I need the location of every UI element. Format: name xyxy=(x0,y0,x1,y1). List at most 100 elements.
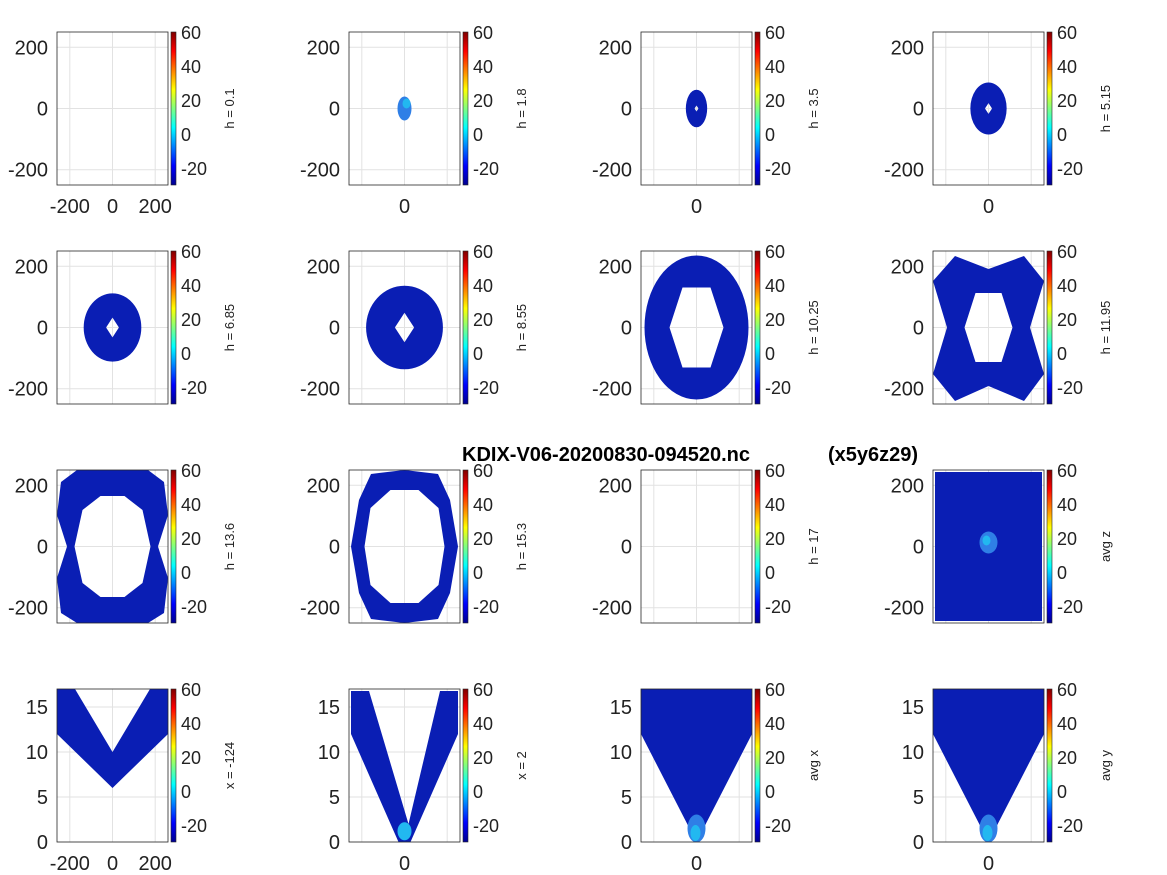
y-tick-label: 200 xyxy=(15,37,48,59)
y-tick-label: 15 xyxy=(318,697,340,719)
colorbar-tick-label: 0 xyxy=(1057,782,1067,802)
colorbar-tick-label: 60 xyxy=(765,242,785,262)
y-tick-label: 200 xyxy=(307,475,340,497)
echo-core xyxy=(982,825,993,841)
colorbar-tick-label: 40 xyxy=(181,714,201,734)
colorbar-frame xyxy=(1046,688,1053,843)
panel-label: h = 3.5 xyxy=(806,88,821,128)
y-tick-label: 200 xyxy=(307,37,340,59)
colorbar-tick-label: 20 xyxy=(765,310,785,330)
echo-section xyxy=(351,691,458,842)
y-tick-label: 0 xyxy=(37,99,48,121)
colorbar xyxy=(1047,689,1052,842)
panel-label: h = 5.15 xyxy=(1098,85,1113,132)
axes-frame xyxy=(56,250,169,405)
colorbar-frame xyxy=(1046,469,1053,624)
y-tick-label: 0 xyxy=(913,318,924,340)
y-tick-label: 10 xyxy=(318,742,340,764)
colorbar-tick-label: -20 xyxy=(473,816,499,836)
y-tick-label: 200 xyxy=(15,256,48,278)
axes-frame xyxy=(56,469,169,624)
echo-cell xyxy=(402,98,411,109)
y-tick-label: 0 xyxy=(329,99,340,121)
echo-ring xyxy=(366,285,443,370)
colorbar-tick-label: 20 xyxy=(181,91,201,111)
echo-ring xyxy=(685,89,708,128)
data-layer xyxy=(641,689,752,842)
y-tick-label: 5 xyxy=(913,787,924,809)
colorbar-tick-label: 40 xyxy=(1057,276,1077,296)
colorbar-tick-label: 20 xyxy=(473,91,493,111)
colorbar-tick-label: 0 xyxy=(181,563,191,583)
colorbar xyxy=(1047,32,1052,185)
echo-section xyxy=(933,689,1044,842)
colorbar-tick-label: 0 xyxy=(473,782,483,802)
y-tick-label: -200 xyxy=(300,598,340,620)
echo-core xyxy=(982,535,991,546)
axes-frame xyxy=(348,250,461,405)
colorbar-tick-label: 60 xyxy=(181,461,201,481)
x-tick-label: 0 xyxy=(983,853,994,875)
colorbar-tick-label: -20 xyxy=(181,597,207,617)
data-layer xyxy=(351,691,458,842)
y-tick-label: -200 xyxy=(884,598,924,620)
y-tick-label: 200 xyxy=(891,37,924,59)
data-layer xyxy=(935,472,1042,621)
x-tick-label: 0 xyxy=(399,853,410,875)
y-tick-label: 200 xyxy=(599,256,632,278)
y-tick-label: 200 xyxy=(599,475,632,497)
data-layer xyxy=(57,470,168,623)
colorbar-tick-label: -20 xyxy=(473,597,499,617)
colorbar-tick-label: 40 xyxy=(1057,495,1077,515)
y-tick-label: -200 xyxy=(8,598,48,620)
colorbar-frame xyxy=(462,31,469,186)
colorbar-tick-label: -20 xyxy=(473,378,499,398)
y-tick-label: 0 xyxy=(621,99,632,121)
y-tick-label: 10 xyxy=(26,742,48,764)
colorbar-tick-label: 60 xyxy=(181,23,201,43)
axes-frame xyxy=(56,31,169,186)
y-tick-label: 0 xyxy=(621,832,632,854)
colorbar-frame xyxy=(462,469,469,624)
panel-label: avg y xyxy=(1098,749,1113,781)
y-tick-label: 10 xyxy=(610,742,632,764)
colorbar xyxy=(1047,251,1052,404)
colorbar-tick-label: -20 xyxy=(473,159,499,179)
axes-frame xyxy=(932,469,1045,624)
y-tick-label: -200 xyxy=(8,379,48,401)
subplot-14: 15 10 5 0 0 60 40 20 0 -20 x = 2 xyxy=(318,680,529,875)
axes-frame xyxy=(932,688,1045,843)
x-tick-label: 0 xyxy=(983,196,994,218)
figure-title-suffix: (x5y6z29) xyxy=(828,444,918,466)
axes-frame xyxy=(348,469,461,624)
colorbar-tick-label: 20 xyxy=(473,310,493,330)
echo-section xyxy=(57,689,168,788)
colorbar-tick-label: 20 xyxy=(765,529,785,549)
colorbar-tick-label: 40 xyxy=(473,276,493,296)
colorbar-tick-label: 60 xyxy=(1057,23,1077,43)
colorbar-tick-label: -20 xyxy=(181,378,207,398)
colorbar xyxy=(171,251,176,404)
y-tick-label: 5 xyxy=(621,787,632,809)
colorbar-tick-label: 60 xyxy=(181,242,201,262)
colorbar-tick-label: 0 xyxy=(765,344,775,364)
x-tick-label: 0 xyxy=(691,853,702,875)
colorbar xyxy=(755,689,760,842)
panel-label: h = 15.3 xyxy=(514,523,529,570)
panel-label: h = 1.8 xyxy=(514,88,529,128)
data-layer xyxy=(397,96,412,121)
colorbar-frame xyxy=(754,31,761,186)
panel-label: h = 8.55 xyxy=(514,304,529,351)
colorbar-tick-label: 40 xyxy=(765,495,785,515)
colorbar-tick-label: 20 xyxy=(181,748,201,768)
data-layer xyxy=(933,256,1044,401)
panel-label: h = 0.1 xyxy=(222,88,237,128)
